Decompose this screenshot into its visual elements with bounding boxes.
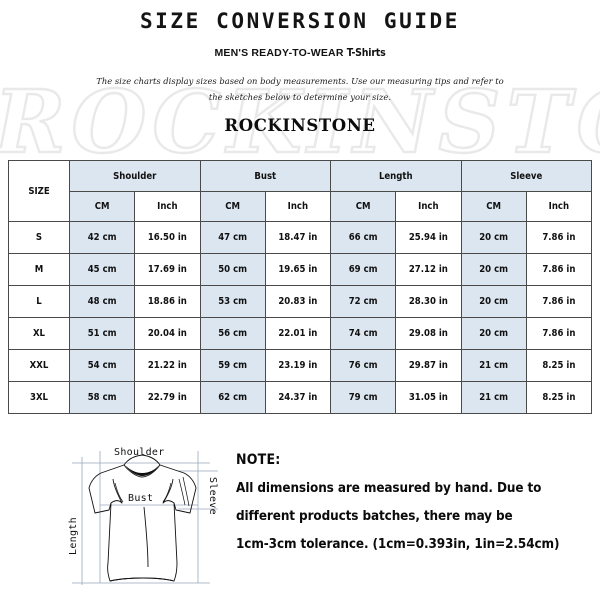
data-cell: 23.19 in — [264, 349, 332, 382]
data-cell: 59 cm — [199, 349, 266, 382]
data-cell: 18.47 in — [264, 221, 332, 254]
table-row: 3XL 58 cm 22.79 in 62 cm 24.37 in 79 cm … — [8, 381, 593, 414]
note-line-1: All dimensions are measured by hand. Due… — [236, 481, 542, 496]
data-cell: 79 cm — [329, 381, 397, 414]
data-cell: 20 cm — [460, 285, 527, 318]
data-cell: 50 cm — [199, 253, 266, 286]
header-group-shoulder: Shoulder — [69, 160, 201, 192]
data-cell: 20.04 in — [134, 317, 201, 350]
data-cell: 48 cm — [68, 285, 136, 318]
table-unit-row: CM Inch CM Inch CM Inch CM Inch — [9, 191, 593, 222]
data-cell: 54 cm — [68, 349, 136, 382]
data-cell: 45 cm — [68, 253, 136, 286]
page-subtitle: MEN'S READY-TO-WEAR T-Shirts — [0, 33, 600, 59]
size-conversion-table: SIZE Shoulder Bust Length Sleeve CM Inch… — [8, 160, 593, 414]
data-cell: 28.30 in — [395, 285, 462, 318]
tshirt-outline — [88, 454, 197, 582]
note-title: NOTE: — [236, 452, 281, 468]
diagram-guide-lines — [72, 451, 218, 585]
data-cell: 7.86 in — [525, 317, 593, 350]
data-cell: 8.25 in — [525, 381, 593, 414]
unit-cell-bust-cm: CM — [199, 191, 266, 222]
intro-description: The size charts display sizes based on b… — [96, 76, 504, 103]
data-cell: 62 cm — [199, 381, 266, 414]
table-row: XL 51 cm 20.04 in 56 cm 22.01 in 74 cm 2… — [8, 317, 593, 350]
note-line-2: different products batches, there may be — [236, 509, 513, 524]
data-cell: 27.12 in — [395, 253, 462, 286]
data-cell: 22.79 in — [134, 381, 201, 414]
tshirt-measurement-diagram: Shoulder Bust Length Sleeve — [68, 447, 218, 585]
data-cell: 24.37 in — [264, 381, 332, 414]
row-size-label: L — [8, 285, 70, 318]
diagram-label-length: Length — [68, 517, 79, 555]
data-cell: 29.87 in — [395, 349, 462, 382]
data-cell: 17.69 in — [134, 253, 201, 286]
data-cell: 7.86 in — [525, 285, 593, 318]
unit-cell-shoulder-inch: Inch — [134, 191, 201, 222]
data-cell: 56 cm — [199, 317, 266, 350]
diagram-label-shoulder: Shoulder — [114, 447, 165, 458]
unit-cell-sleeve-cm: CM — [460, 191, 527, 222]
diagram-label-sleeve: Sleeve — [207, 477, 218, 515]
tshirt-shading — [114, 476, 190, 507]
table-row: XXL 54 cm 21.22 in 59 cm 23.19 in 76 cm … — [8, 349, 593, 382]
diagram-label-bust: Bust — [128, 493, 153, 504]
data-cell: 7.86 in — [525, 221, 593, 254]
row-size-label: S — [8, 221, 70, 254]
data-cell: 29.08 in — [395, 317, 462, 350]
data-cell: 20 cm — [460, 317, 527, 350]
row-size-label: XXL — [8, 349, 70, 382]
unit-cell-shoulder-cm: CM — [68, 191, 136, 222]
data-cell: 20 cm — [460, 221, 527, 254]
data-cell: 8.25 in — [525, 349, 593, 382]
unit-cell-sleeve-inch: Inch — [525, 191, 593, 222]
data-cell: 21 cm — [460, 349, 527, 382]
data-cell: 19.65 in — [264, 253, 332, 286]
data-cell: 31.05 in — [395, 381, 462, 414]
data-cell: 74 cm — [329, 317, 397, 350]
unit-cell-bust-inch: Inch — [264, 191, 332, 222]
data-cell: 47 cm — [199, 221, 266, 254]
data-cell: 69 cm — [329, 253, 397, 286]
data-cell: 20 cm — [460, 253, 527, 286]
data-cell: 76 cm — [329, 349, 397, 382]
data-cell: 16.50 in — [134, 221, 201, 254]
header-cell-size: SIZE — [8, 160, 70, 222]
row-size-label: M — [8, 253, 70, 286]
data-cell: 21.22 in — [134, 349, 201, 382]
subtitle-main: MEN'S READY-TO-WEAR — [214, 47, 347, 59]
data-cell: 22.01 in — [264, 317, 332, 350]
document-header: SIZE CONVERSION GUIDE MEN'S READY-TO-WEA… — [0, 0, 600, 135]
brand-name: ROCKINSTONE — [224, 115, 376, 135]
unit-cell-length-inch: Inch — [395, 191, 462, 222]
table-header-row: SIZE Shoulder Bust Length Sleeve — [8, 160, 592, 222]
unit-cell-length-cm: CM — [329, 191, 397, 222]
data-cell: 42 cm — [68, 221, 136, 254]
row-size-label: 3XL — [8, 381, 70, 414]
tshirt-collar-fill — [125, 465, 159, 476]
row-size-label: XL — [8, 317, 70, 350]
data-cell: 58 cm — [68, 381, 136, 414]
data-cell: 21 cm — [460, 381, 527, 414]
header-group-bust: Bust — [199, 160, 331, 192]
table-row: S 42 cm 16.50 in 47 cm 18.47 in 66 cm 25… — [8, 221, 593, 254]
data-cell: 53 cm — [199, 285, 266, 318]
data-cell: 18.86 in — [134, 285, 201, 318]
page-title: SIZE CONVERSION GUIDE — [139, 9, 461, 33]
data-cell: 7.86 in — [525, 253, 593, 286]
data-cell: 72 cm — [329, 285, 397, 318]
data-cell: 66 cm — [329, 221, 397, 254]
data-cell: 25.94 in — [395, 221, 462, 254]
data-cell: 20.83 in — [264, 285, 332, 318]
header-group-sleeve: Sleeve — [460, 160, 592, 192]
subtitle-accent: T-Shirts — [346, 47, 386, 59]
data-cell: 51 cm — [68, 317, 136, 350]
note-section: NOTE: All dimensions are measured by han… — [236, 452, 592, 552]
header-group-length: Length — [330, 160, 462, 192]
table-row: L 48 cm 18.86 in 53 cm 20.83 in 72 cm 28… — [8, 285, 593, 318]
table-row: M 45 cm 17.69 in 50 cm 19.65 in 69 cm 27… — [8, 253, 593, 286]
note-line-3: 1cm-3cm tolerance. (1cm=0.393in, 1in=2.5… — [236, 537, 560, 552]
